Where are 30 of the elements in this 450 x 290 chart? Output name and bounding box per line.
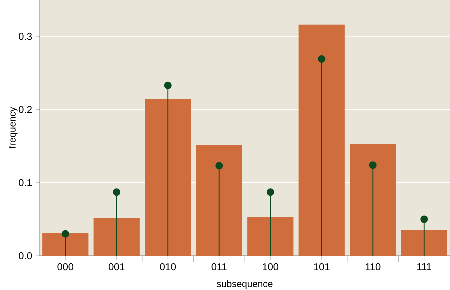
point (164, 82, 172, 90)
y-tick-label: 0.0 (19, 252, 32, 260)
x-tick-label: 100 (263, 264, 279, 271)
point (318, 56, 326, 63)
x-tick-label: 011 (212, 264, 227, 271)
point (216, 162, 224, 170)
bar (298, 24, 345, 256)
point (62, 230, 70, 238)
x-tick-label: 101 (314, 264, 330, 271)
point (266, 188, 274, 196)
bar (350, 144, 396, 256)
y-tick-label: 0.1 (19, 179, 32, 186)
bar (94, 218, 140, 256)
bar (196, 146, 242, 256)
x-axis-title: subsequence (217, 280, 273, 290)
bar (42, 233, 89, 256)
y-tick-label: 0.3 (19, 33, 32, 40)
bar (145, 99, 192, 256)
point (369, 162, 377, 170)
point (420, 216, 428, 224)
x-tick-label: 010 (160, 264, 176, 271)
x-tick-label: 001 (108, 264, 125, 271)
point (113, 188, 121, 196)
x-tick-label: 111 (418, 264, 432, 270)
bar (401, 230, 448, 256)
bar (248, 217, 294, 256)
y-axis-title: frequency (8, 107, 18, 149)
y-tick-label: 0.2 (19, 106, 32, 114)
x-tick-label: 000 (58, 264, 74, 271)
x-tick-label: 110 (366, 264, 381, 271)
